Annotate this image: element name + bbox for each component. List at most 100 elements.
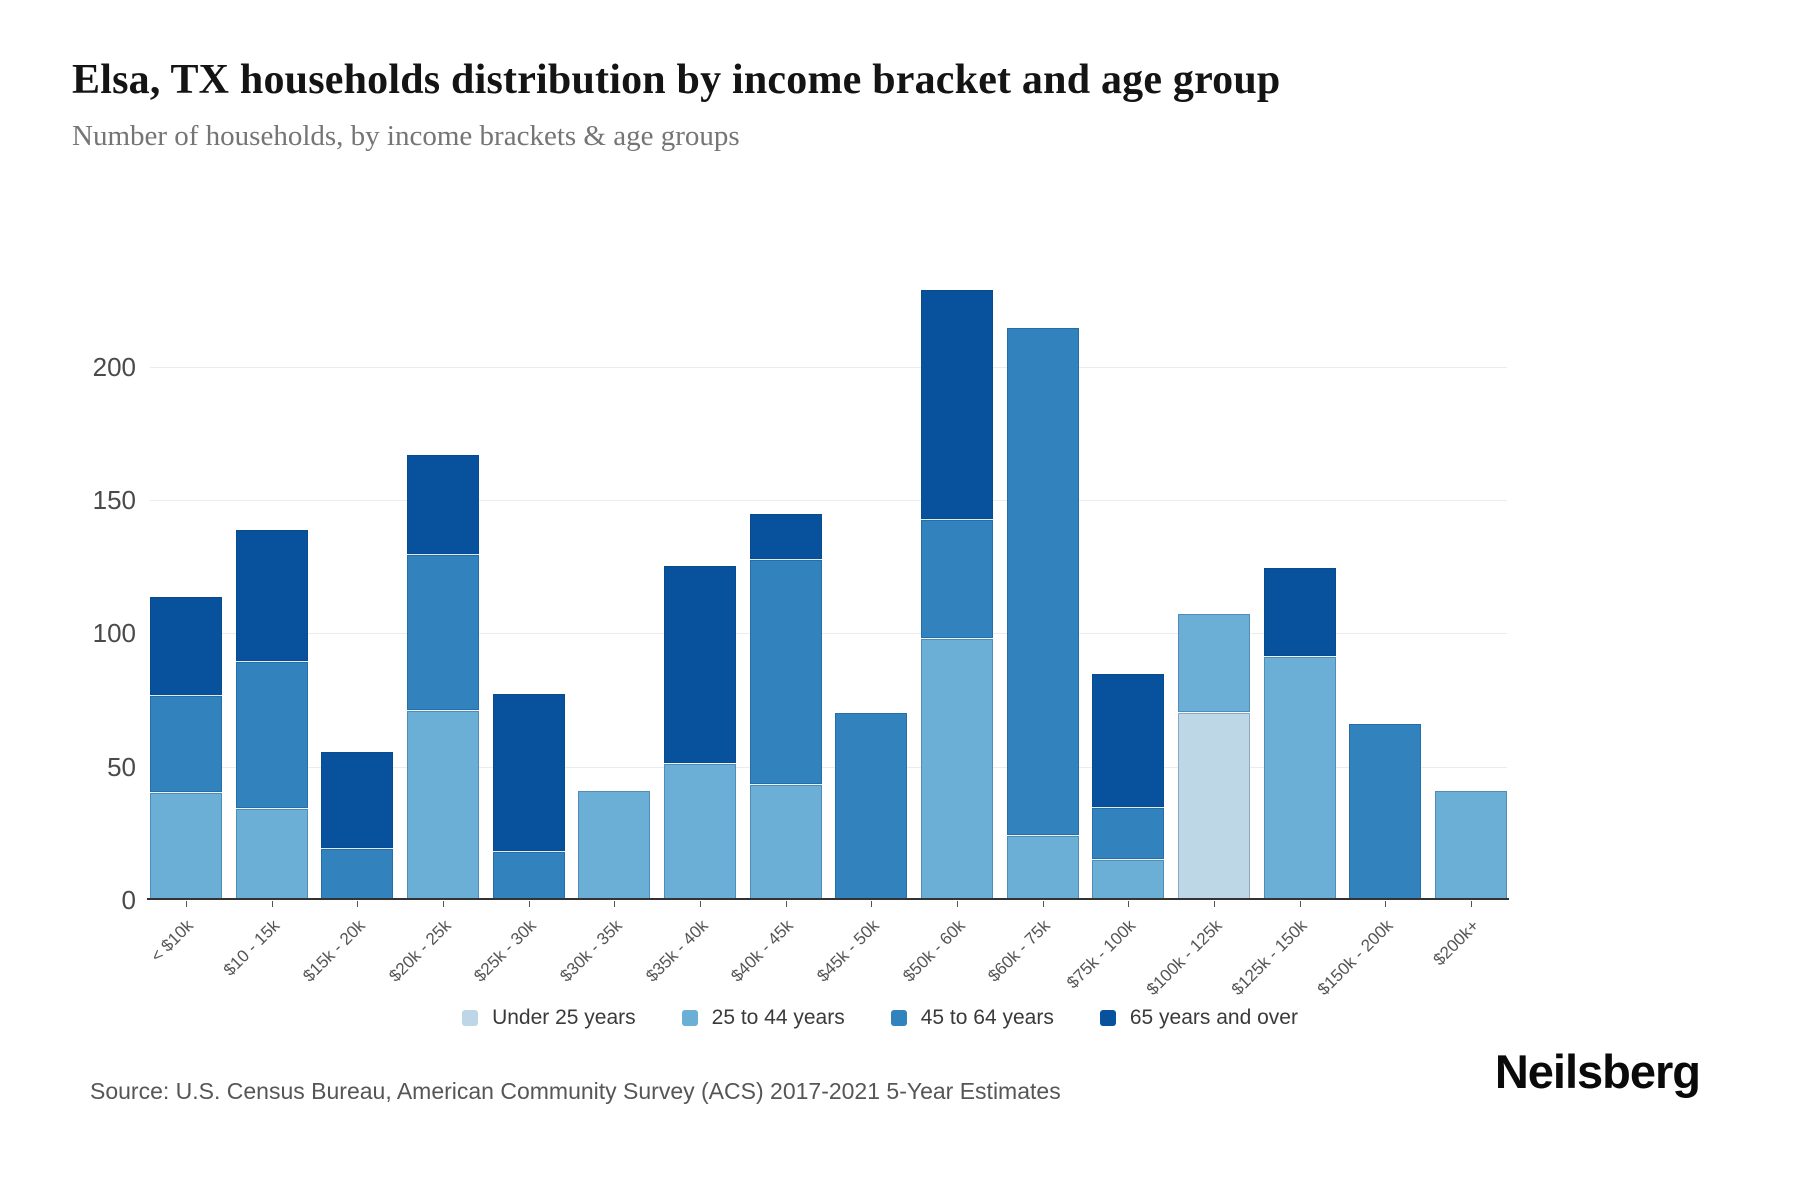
y-axis-tick-label: 200: [92, 351, 136, 382]
bar-segment-65-years-and-over[interactable]: [663, 565, 736, 763]
bar-segment-65-years-and-over[interactable]: [920, 290, 993, 520]
bar-segment-25-to-44-years[interactable]: [1092, 859, 1165, 900]
bar-segment-25-to-44-years[interactable]: [749, 784, 822, 900]
legend-item-under-25-years[interactable]: Under 25 years: [462, 1006, 636, 1030]
page-title: Elsa, TX households distribution by inco…: [72, 57, 1281, 103]
bar-segment-45-to-64-years[interactable]: [492, 851, 565, 900]
bar-60k-75k: [1006, 260, 1079, 900]
bar-150k-200k: [1349, 260, 1422, 900]
x-axis-label: $45k - 50k: [813, 916, 883, 986]
x-axis-label: $200k+: [1429, 916, 1483, 970]
x-axis-tick: [871, 901, 873, 907]
x-axis-tick: [785, 901, 787, 907]
x-axis-label: $20k - 25k: [384, 916, 455, 986]
x-axis-tick: [1042, 901, 1044, 907]
bar-100k-125k: [1177, 260, 1250, 900]
legend-label: 65 years and over: [1129, 1006, 1298, 1029]
x-axis-label: < $10k: [147, 916, 198, 966]
x-axis-label: $40k - 45k: [727, 916, 798, 986]
bar-segment-45-to-64-years[interactable]: [1349, 724, 1422, 900]
x-axis-label: $75k - 100k: [1063, 916, 1140, 993]
bar-segment-under-25-years[interactable]: [1177, 712, 1250, 900]
x-axis-label: $35k - 40k: [641, 916, 712, 986]
x-axis-tick: [957, 901, 958, 907]
legend-item-45-to-64-years[interactable]: 45 to 64 years: [890, 1006, 1054, 1030]
bar-segment-45-to-64-years[interactable]: [1092, 807, 1165, 859]
bar-segment-25-to-44-years[interactable]: [1006, 835, 1079, 900]
bar-segment-45-to-64-years[interactable]: [406, 554, 479, 710]
bar-segment-25-to-44-years[interactable]: [1177, 613, 1250, 713]
bar-segment-45-to-64-years[interactable]: [920, 519, 993, 638]
plot-area: [150, 260, 1507, 900]
bar-segment-65-years-and-over[interactable]: [406, 455, 479, 555]
x-axis-label: $125k - 150k: [1228, 916, 1312, 999]
x-axis-label: $100k - 125k: [1142, 916, 1226, 999]
bar-15k-20k: [321, 260, 394, 900]
bar-125k-150k: [1263, 260, 1336, 900]
bar-segment-25-to-44-years[interactable]: [1434, 790, 1507, 900]
x-axis-tick: [614, 901, 616, 907]
x-axis-label: $15k - 20k: [299, 916, 369, 986]
bar-40k-45k: [749, 260, 822, 900]
bar-segment-25-to-44-years[interactable]: [150, 792, 222, 900]
page-subtitle: Number of households, by income brackets…: [72, 120, 740, 152]
bar-25k-30k: [492, 260, 565, 900]
y-axis-tick-label: 50: [107, 751, 136, 782]
x-axis-label: $150k - 200k: [1313, 916, 1397, 999]
legend-label: Under 25 years: [492, 1006, 636, 1029]
bar-50k-60k: [920, 260, 993, 900]
bar-segment-65-years-and-over[interactable]: [321, 752, 394, 849]
bar-20k-25k: [406, 260, 479, 900]
legend-label: 45 to 64 years: [920, 1006, 1054, 1029]
x-axis-tick: [271, 901, 273, 907]
bar-45k-50k: [835, 260, 908, 900]
bar-segment-25-to-44-years[interactable]: [578, 790, 651, 900]
bar-75k-100k: [1092, 260, 1165, 900]
bar-segment-25-to-44-years[interactable]: [920, 637, 993, 900]
source-text: Source: U.S. Census Bureau, American Com…: [90, 1078, 1061, 1104]
legend-swatch: [1099, 1010, 1116, 1026]
bar-segment-25-to-44-years[interactable]: [663, 763, 736, 900]
gridline: [150, 500, 1507, 501]
x-axis-tick: [1128, 901, 1130, 907]
bars-container: [150, 260, 1507, 900]
x-axis-tick: [357, 901, 359, 907]
x-axis-label: $25k - 30k: [470, 916, 541, 986]
bar-segment-45-to-64-years[interactable]: [835, 713, 908, 900]
bar-segment-65-years-and-over[interactable]: [749, 514, 822, 560]
bar-segment-65-years-and-over[interactable]: [1092, 674, 1165, 808]
y-axis-tick-label: 150: [92, 485, 136, 515]
legend-label: 25 to 44 years: [711, 1006, 845, 1029]
bar-segment-65-years-and-over[interactable]: [150, 596, 222, 696]
legend-swatch: [681, 1010, 698, 1026]
legend-item-25-to-44-years[interactable]: 25 to 44 years: [681, 1006, 845, 1030]
bar-segment-45-to-64-years[interactable]: [321, 848, 394, 900]
x-axis-tick: [700, 901, 701, 907]
x-axis-tick: [1299, 901, 1301, 907]
bar-segment-65-years-and-over[interactable]: [1263, 568, 1336, 657]
x-axis-label: $30k - 35k: [556, 916, 626, 986]
bar-segment-65-years-and-over[interactable]: [492, 693, 565, 851]
brand-logo[interactable]: Neilsberg: [1494, 1045, 1701, 1098]
gridline: [150, 633, 1507, 635]
bar-segment-45-to-64-years[interactable]: [235, 660, 308, 809]
gridline: [150, 766, 1507, 768]
x-axis-label: $60k - 75k: [984, 916, 1055, 986]
bar-segment-25-to-44-years[interactable]: [1263, 656, 1336, 900]
bar-segment-45-to-64-years[interactable]: [1006, 328, 1079, 835]
bar-200k: [1434, 260, 1507, 900]
bar-35k-40k: [663, 260, 736, 900]
legend-item-65-years-and-over[interactable]: 65 years and over: [1099, 1006, 1298, 1030]
legend: Under 25 years 25 to 44 years 45 to 64 yea…: [150, 1006, 1610, 1030]
bar-segment-65-years-and-over[interactable]: [235, 530, 308, 661]
y-axis-tick-label: 100: [92, 618, 136, 649]
bar-segment-45-to-64-years[interactable]: [749, 559, 822, 785]
x-axis-label: $10 - 15k: [219, 916, 284, 980]
bar-segment-45-to-64-years[interactable]: [150, 695, 222, 793]
x-axis-tick: [1471, 901, 1472, 907]
bar-segment-25-to-44-years[interactable]: [235, 808, 308, 900]
x-axis-line: [147, 898, 1509, 900]
bar-segment-25-to-44-years[interactable]: [406, 709, 479, 900]
gridline: [150, 366, 1507, 368]
bar-10-15k: [235, 260, 308, 900]
